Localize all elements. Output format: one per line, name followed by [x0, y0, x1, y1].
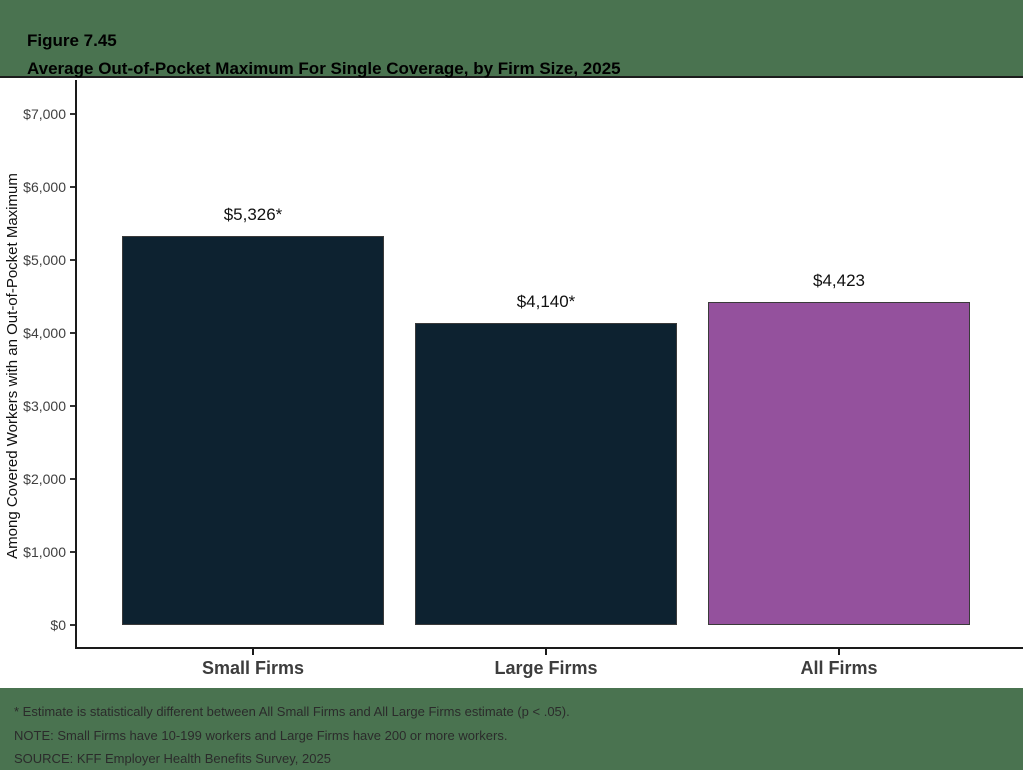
y-tick-mark: [70, 186, 75, 188]
y-tick-label: $0: [50, 617, 66, 633]
bar-value-label: $4,140*: [516, 292, 576, 311]
plot-area: Among Covered Workers with an Out-of-Poc…: [0, 78, 1023, 688]
figure-title: Average Out-of-Pocket Maximum For Single…: [27, 59, 621, 78]
y-tick-label: $6,000: [23, 179, 66, 195]
bar-value-label: $5,326*: [223, 205, 283, 224]
figure-number: Figure 7.45: [27, 31, 117, 50]
y-tick-mark: [70, 551, 75, 553]
y-tick-label: $3,000: [23, 398, 66, 414]
y-tick-mark: [70, 259, 75, 261]
x-tick-mark: [838, 649, 840, 655]
bar-all-firms: [708, 302, 970, 625]
y-tick-label: $2,000: [23, 471, 66, 487]
y-tick-label: $4,000: [23, 325, 66, 341]
x-axis-label-small-firms: Small Firms: [201, 658, 305, 678]
x-axis-label-large-firms: Large Firms: [494, 658, 598, 678]
y-tick-mark: [70, 405, 75, 407]
y-tick-mark: [70, 624, 75, 626]
y-axis-line: [75, 80, 77, 648]
footnote-band: * Estimate is statistically different be…: [0, 688, 1023, 770]
footnote-note: NOTE: Small Firms have 10-199 workers an…: [14, 728, 508, 743]
title-band: Figure 7.45 Average Out-of-Pocket Maximu…: [0, 0, 1023, 78]
x-tick-mark: [545, 649, 547, 655]
bar-small-firms: [122, 236, 384, 625]
y-tick-mark: [70, 332, 75, 334]
bar-value-label: $4,423: [813, 271, 865, 290]
y-tick-label: $5,000: [23, 252, 66, 268]
y-tick-label: $1,000: [23, 544, 66, 560]
x-axis-line: [75, 647, 1023, 649]
y-tick-mark: [70, 113, 75, 115]
footnote-source: SOURCE: KFF Employer Health Benefits Sur…: [14, 751, 331, 766]
y-tick-mark: [70, 478, 75, 480]
bar-large-firms: [415, 323, 677, 625]
footnote-estimate: * Estimate is statistically different be…: [14, 704, 570, 719]
y-tick-label: $7,000: [23, 106, 66, 122]
x-axis-label-all-firms: All Firms: [800, 658, 878, 678]
x-tick-mark: [252, 649, 254, 655]
